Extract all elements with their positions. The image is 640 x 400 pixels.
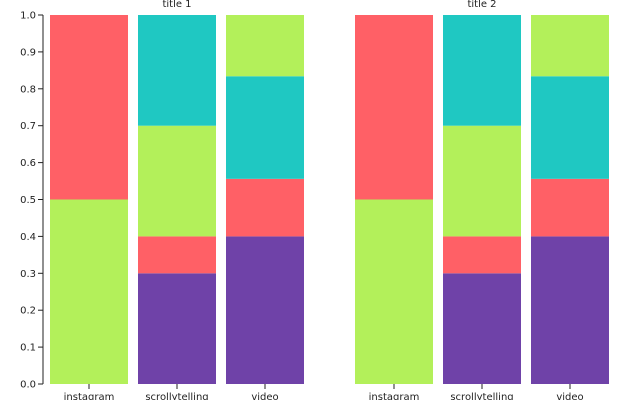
x-tick-label: instagram (64, 392, 115, 400)
bar-segment-video-purple (531, 236, 609, 384)
y-tick-label: 0.2 (20, 306, 36, 317)
bar-segment-video-purple (226, 236, 304, 384)
y-tick-label: 0.3 (20, 269, 36, 280)
y-tick-label: 0.0 (20, 380, 36, 391)
x-tick-label: instagram (369, 392, 420, 400)
bar-segment-instagram-red (355, 15, 433, 200)
bar-segment-instagram-green (50, 199, 128, 384)
bar-segment-scrollytelling-green (138, 125, 216, 237)
x-tick-label: video (556, 392, 583, 400)
panel-title: title 1 (162, 0, 191, 10)
x-tick-label: video (251, 392, 278, 400)
y-tick-label: 0.5 (20, 195, 36, 206)
y-tick-label: 0.9 (20, 47, 36, 58)
panel-1: title 1 instagram scrollytelling video (50, 0, 304, 400)
bar-segment-scrollytelling-red (138, 236, 216, 274)
bar-segment-scrollytelling-teal (443, 15, 521, 126)
bar-segment-scrollytelling-purple (443, 273, 521, 384)
x-tick-label: scrollytelling (145, 392, 208, 400)
bar-segment-video-red (531, 178, 609, 237)
bar-segment-instagram-green (355, 199, 433, 384)
panel-2: title 2 instagram scrollytelling video (355, 0, 609, 400)
bar-segment-video-teal (226, 76, 304, 179)
y-axis: 0.0 0.1 0.2 0.3 0.4 0.5 0.6 0.7 0.8 0.9 1.0 (20, 11, 44, 391)
y-tick-label: 0.6 (20, 158, 36, 169)
bar-segment-video-teal (531, 76, 609, 179)
bar-segment-instagram-red (50, 15, 128, 200)
bar-segment-video-green (531, 15, 609, 77)
y-tick-label: 0.8 (20, 84, 36, 95)
bar-segment-scrollytelling-green (443, 125, 521, 237)
x-tick-label: scrollytelling (450, 392, 513, 400)
y-tick-label: 0.7 (20, 121, 36, 132)
bar-segment-video-green (226, 15, 304, 77)
bar-segment-scrollytelling-teal (138, 15, 216, 126)
bar-segment-video-red (226, 178, 304, 237)
y-tick-label: 0.4 (20, 232, 36, 243)
y-tick-label: 0.1 (20, 343, 36, 354)
bar-segment-scrollytelling-red (443, 236, 521, 274)
bar-segment-scrollytelling-purple (138, 273, 216, 384)
panel-title: title 2 (467, 0, 496, 10)
y-tick-label: 1.0 (20, 11, 36, 22)
